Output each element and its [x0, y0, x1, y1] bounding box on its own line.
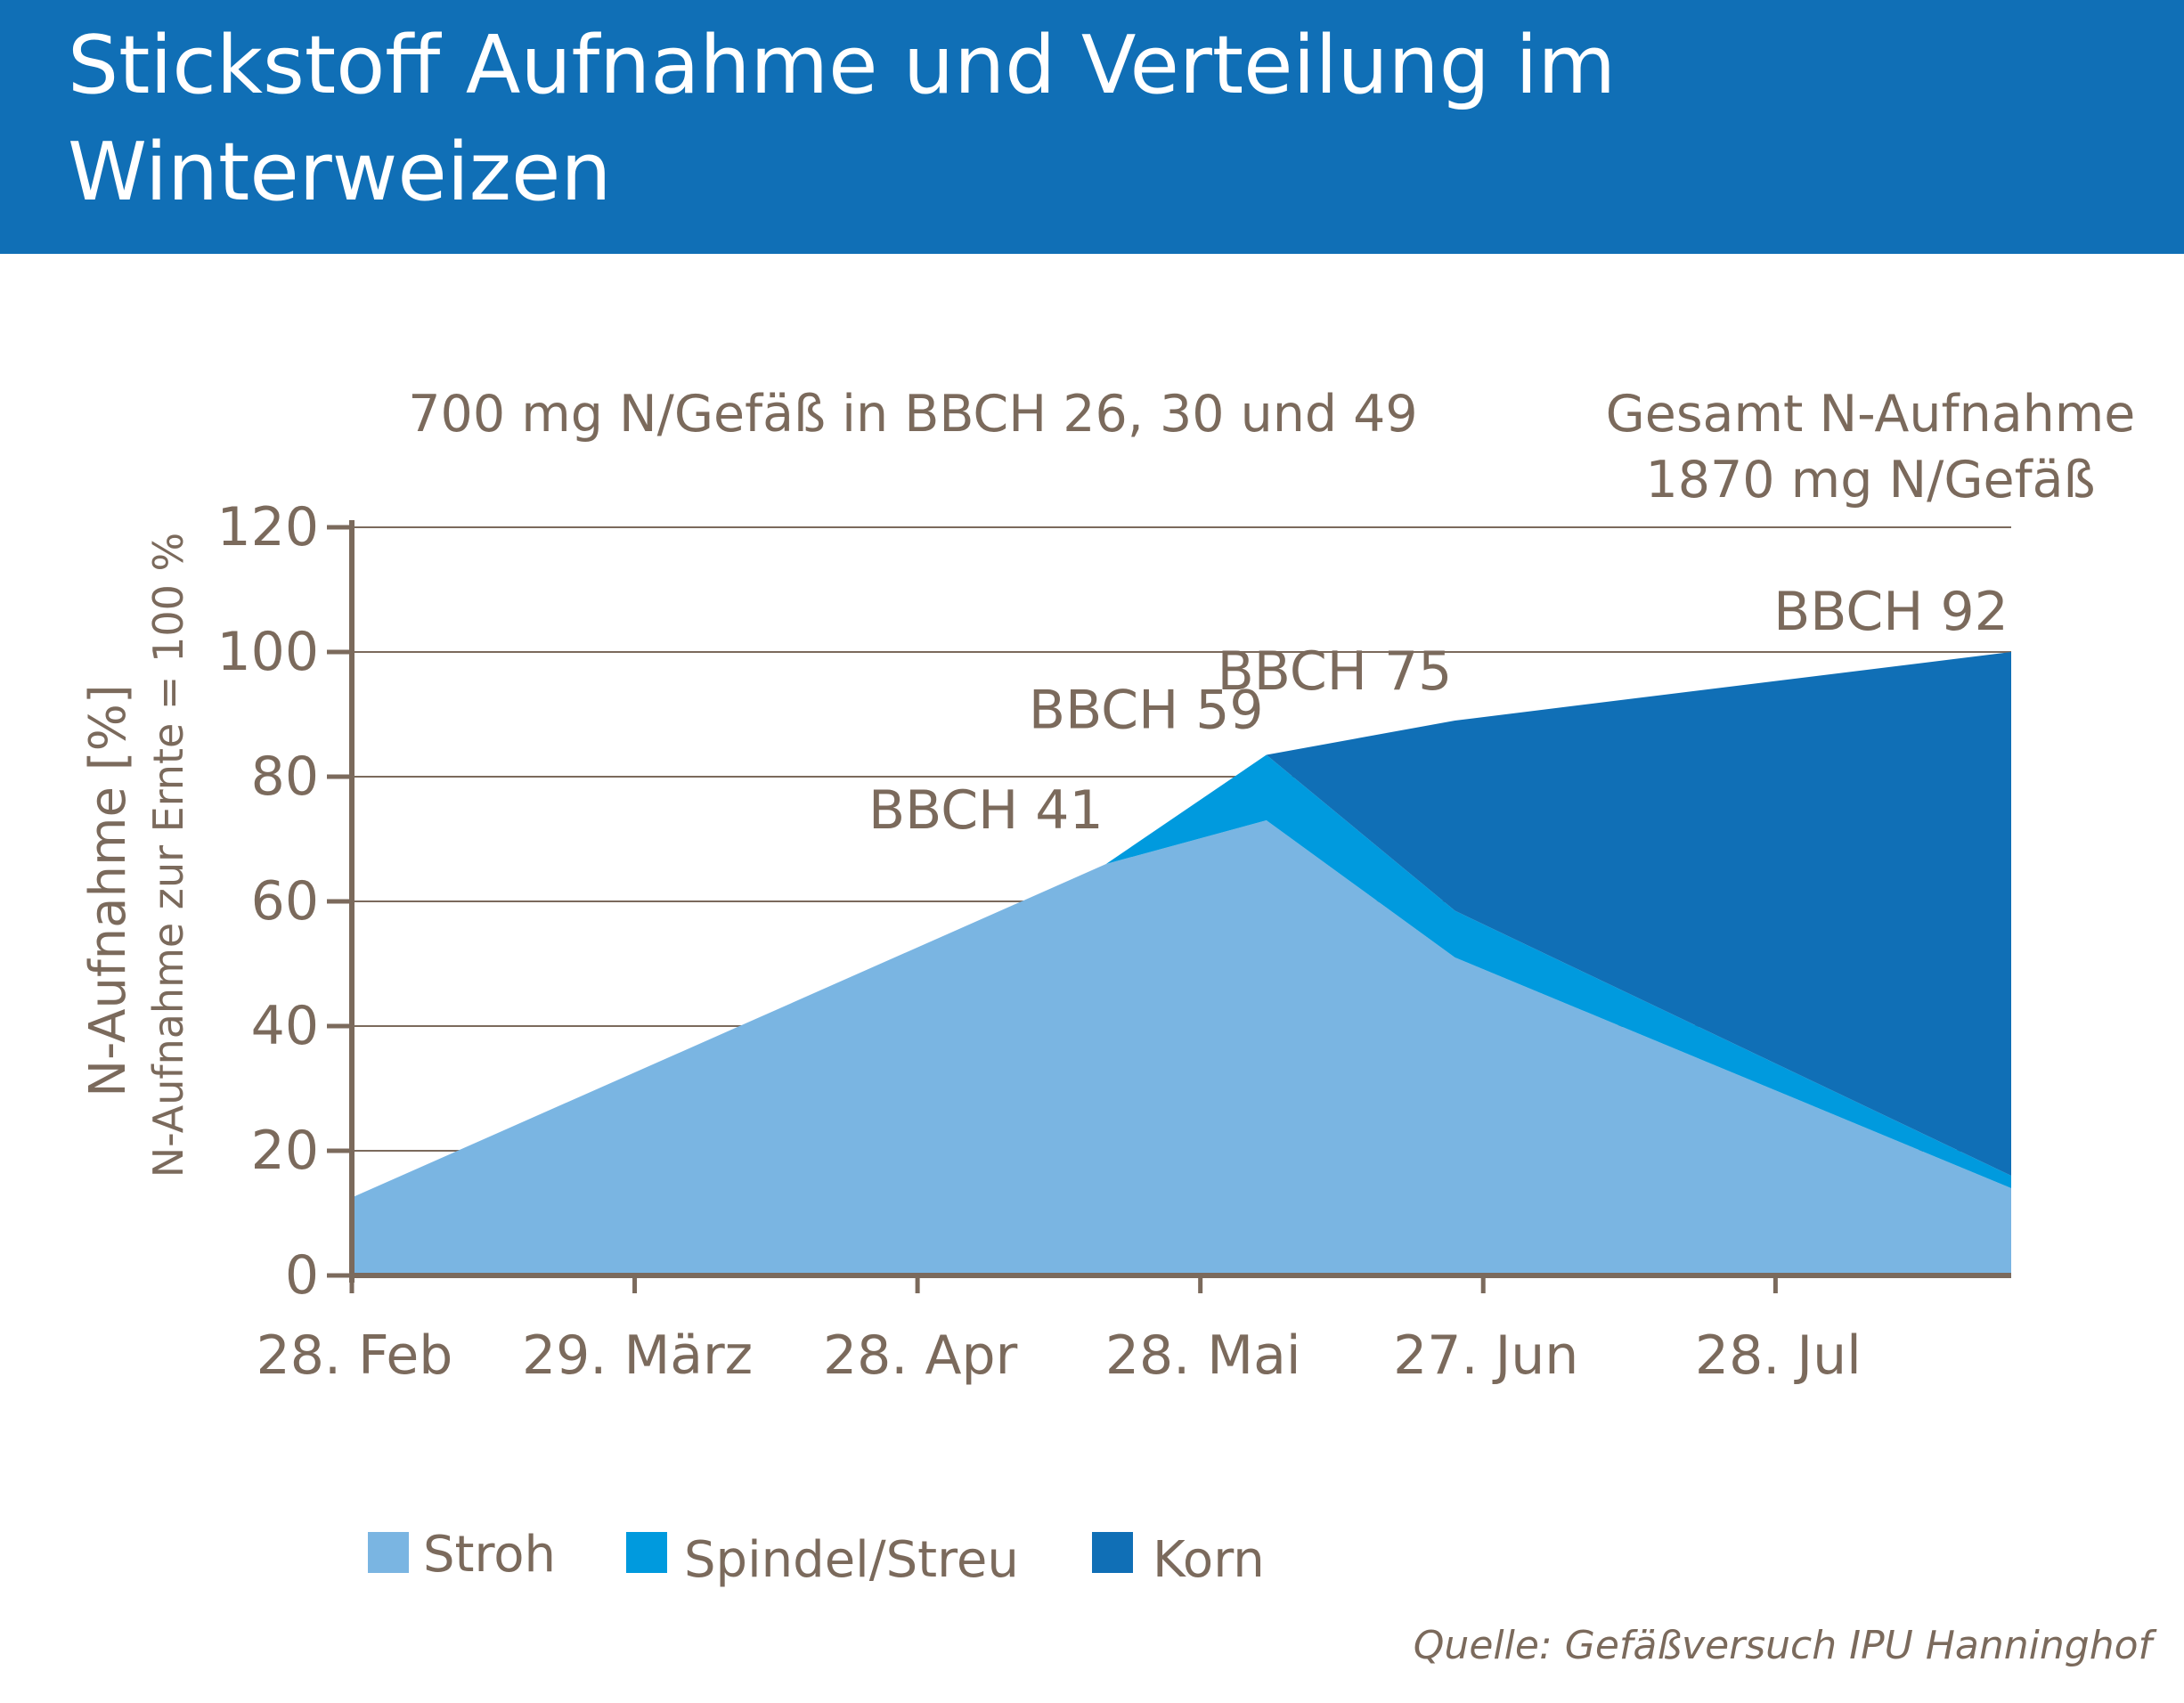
y-axis-label: N-Aufnahme [%]: [79, 684, 137, 1096]
stage-label-2: BBCH 75: [1218, 640, 1453, 703]
legend-swatch-korn: [1092, 1532, 1133, 1573]
legend-label-korn: Korn: [1153, 1531, 1265, 1589]
annotation-right-note-line1: Gesamt N-Aufnahme: [1606, 385, 2136, 444]
stage-label-1: BBCH 59: [1029, 680, 1264, 742]
y-tick-label-60: 60: [251, 870, 319, 933]
legend: Stroh Spindel/Streu Korn: [368, 1526, 1265, 1589]
legend-swatch-spindel: [626, 1532, 667, 1573]
source-note: Quelle: Gefäßversuch IPU Hanninghof: [1413, 1623, 2152, 1668]
x-tick-label-4: 27. Jun: [1393, 1324, 1578, 1387]
area-korn: [352, 652, 2011, 1198]
stacked-areas: [352, 652, 2011, 1275]
axes: [327, 520, 2011, 1293]
legend-label-stroh: Stroh: [423, 1526, 556, 1584]
stage-label-3: BBCH 92: [1773, 581, 2009, 643]
y-tick-label-40: 40: [251, 995, 319, 1057]
x-tick-label-0: 28. Feb: [257, 1324, 453, 1387]
x-tick-label-3: 28. Mai: [1105, 1324, 1301, 1387]
area-spindel: [352, 754, 2011, 1198]
x-tick-label-2: 28. Apr: [823, 1324, 1018, 1387]
y-axis-label-secondary: N-Aufnahme zur Ernte = 100 %: [144, 533, 192, 1177]
x-tick-label-5: 28. Jul: [1695, 1324, 1862, 1387]
title-banner: Stickstoff Aufnahme und Verteilung im Wi…: [0, 0, 2184, 254]
legend-swatch-stroh: [368, 1532, 409, 1573]
annotation-left-note: 700 mg N/Gefäß in BBCH 26, 30 und 49: [408, 385, 1417, 444]
x-tick-label-1: 29. März: [522, 1324, 753, 1387]
y-tick-label-120: 120: [216, 496, 319, 558]
y-tick-label-0: 0: [285, 1244, 319, 1307]
stage-label-0: BBCH 41: [868, 779, 1104, 842]
y-tick-label-100: 100: [216, 621, 319, 683]
legend-label-spindel: Spindel/Streu: [684, 1531, 1019, 1589]
y-tick-label-80: 80: [251, 746, 319, 808]
area-stroh: [352, 820, 2011, 1275]
tick-labels: 0 20 40 60 80 100 120 28. Feb 29. März 28. Apr 28.…: [216, 496, 1861, 1387]
y-tick-label-20: 20: [251, 1120, 319, 1182]
page-title: Stickstoff Aufnahme und Verteilung im Wi…: [68, 19, 1616, 219]
annotation-right-note-line2: 1870 mg N/Gefäß: [1646, 451, 2096, 509]
